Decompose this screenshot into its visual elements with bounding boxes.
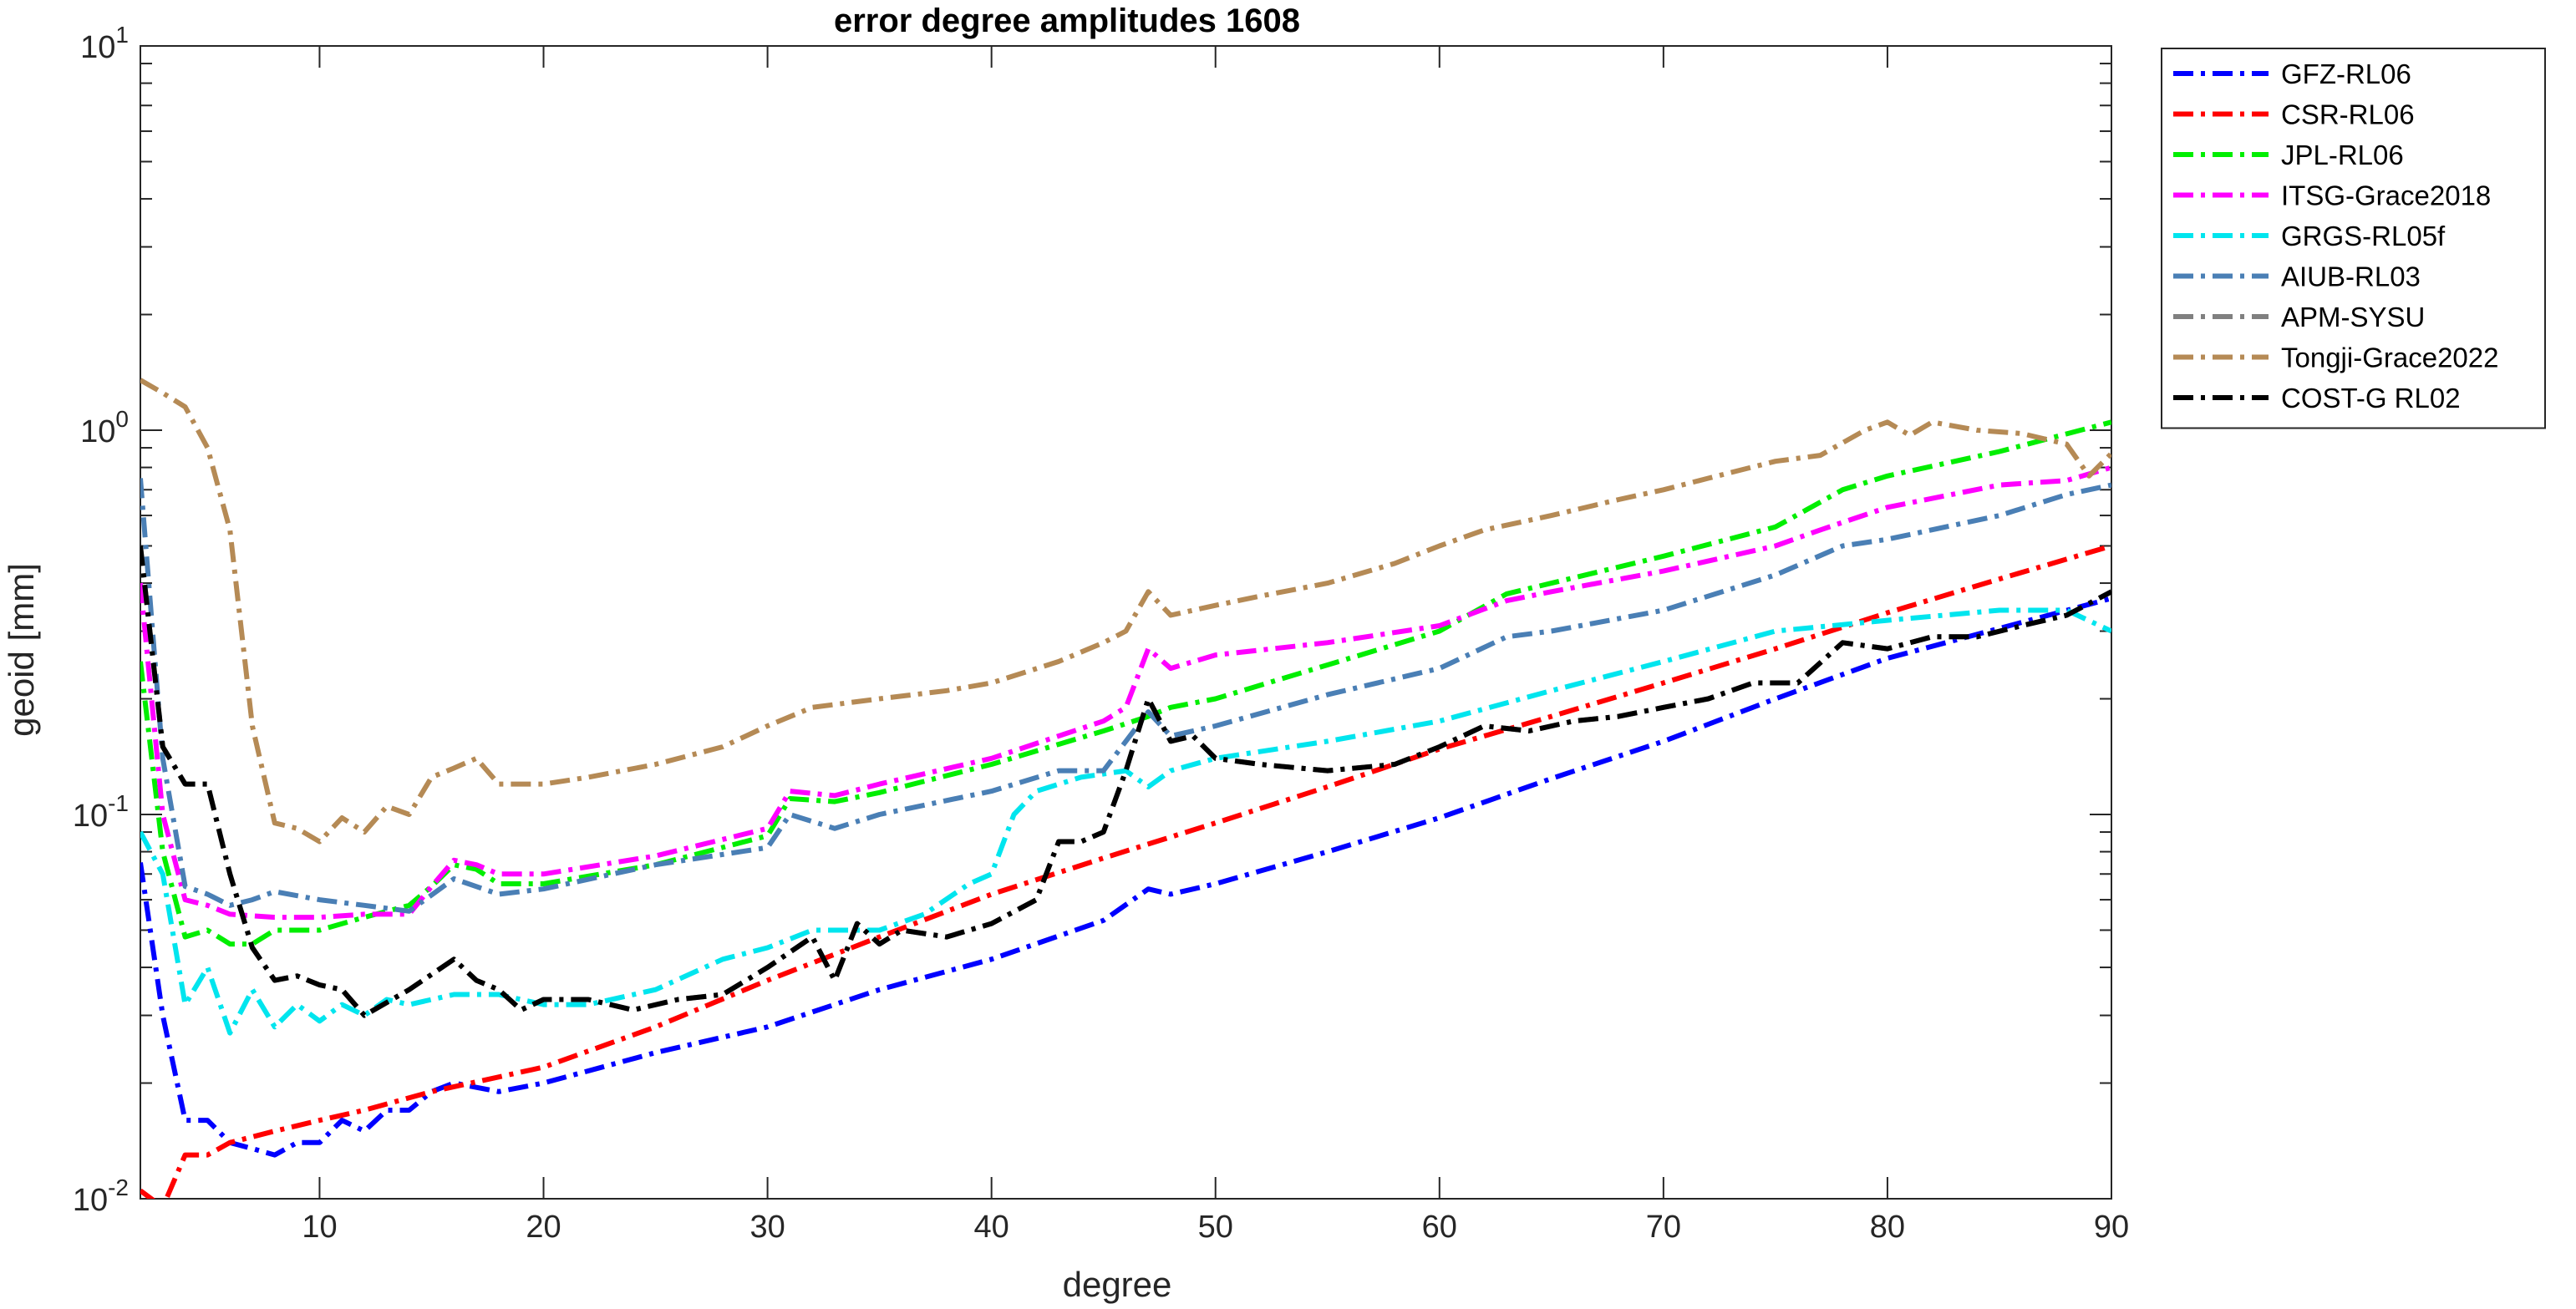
series-line-jpl-rl06	[140, 419, 2111, 947]
x-tick-label: 40	[974, 1210, 1009, 1245]
x-axis-title: degree	[1063, 1265, 1172, 1304]
legend-label: ITSG-Grace2018	[2281, 180, 2491, 211]
series-line-tongji-grace2022	[140, 378, 2111, 845]
chart-title: error degree amplitudes 1608	[834, 3, 1300, 39]
x-tick-label: 30	[749, 1210, 785, 1245]
series-line-grgs-rl05f	[140, 607, 2111, 1036]
legend: GFZ-RL06 CSR-RL06 JPL-RL06 ITSG-Grace2018 GR…	[2161, 48, 2546, 429]
legend-label: CSR-RL06	[2281, 99, 2415, 130]
series-line-cost-g-rl02	[140, 545, 2111, 1018]
y-tick-label: 101	[80, 22, 129, 65]
plot-area: 10-2 10-1 100 101 10 20 30 40 50 60 70 80 90	[73, 22, 2129, 1245]
legend-label: Tongji-Grace2022	[2281, 342, 2499, 373]
y-tick-label: 100	[80, 406, 129, 449]
y-tick-label: 10-1	[73, 790, 129, 834]
series-lines	[140, 378, 2111, 1199]
x-tick-label: 70	[1646, 1210, 1681, 1245]
legend-label: JPL-RL06	[2281, 140, 2404, 170]
x-tick-label: 10	[302, 1210, 337, 1245]
y-axis-title: geoid [mm]	[2, 563, 41, 737]
x-tick-label: 90	[2094, 1210, 2129, 1245]
series-line-aiub-rl03	[140, 478, 2111, 914]
axes-box	[140, 45, 2112, 1200]
x-tick-label: 80	[1870, 1210, 1905, 1245]
y-tick-label: 10-2	[73, 1175, 129, 1218]
legend-label: AIUB-RL03	[2281, 261, 2421, 292]
series-line-itsg-grace2018	[140, 464, 2111, 921]
legend-label: APM-SYSU	[2281, 302, 2425, 332]
x-tick-label: 60	[1422, 1210, 1457, 1245]
legend-label: GFZ-RL06	[2281, 58, 2411, 89]
legend-label: GRGS-RL05f	[2281, 221, 2446, 251]
x-tick-label: 20	[526, 1210, 561, 1245]
legend-label: COST-G RL02	[2281, 383, 2461, 414]
x-tick-label: 50	[1198, 1210, 1233, 1245]
